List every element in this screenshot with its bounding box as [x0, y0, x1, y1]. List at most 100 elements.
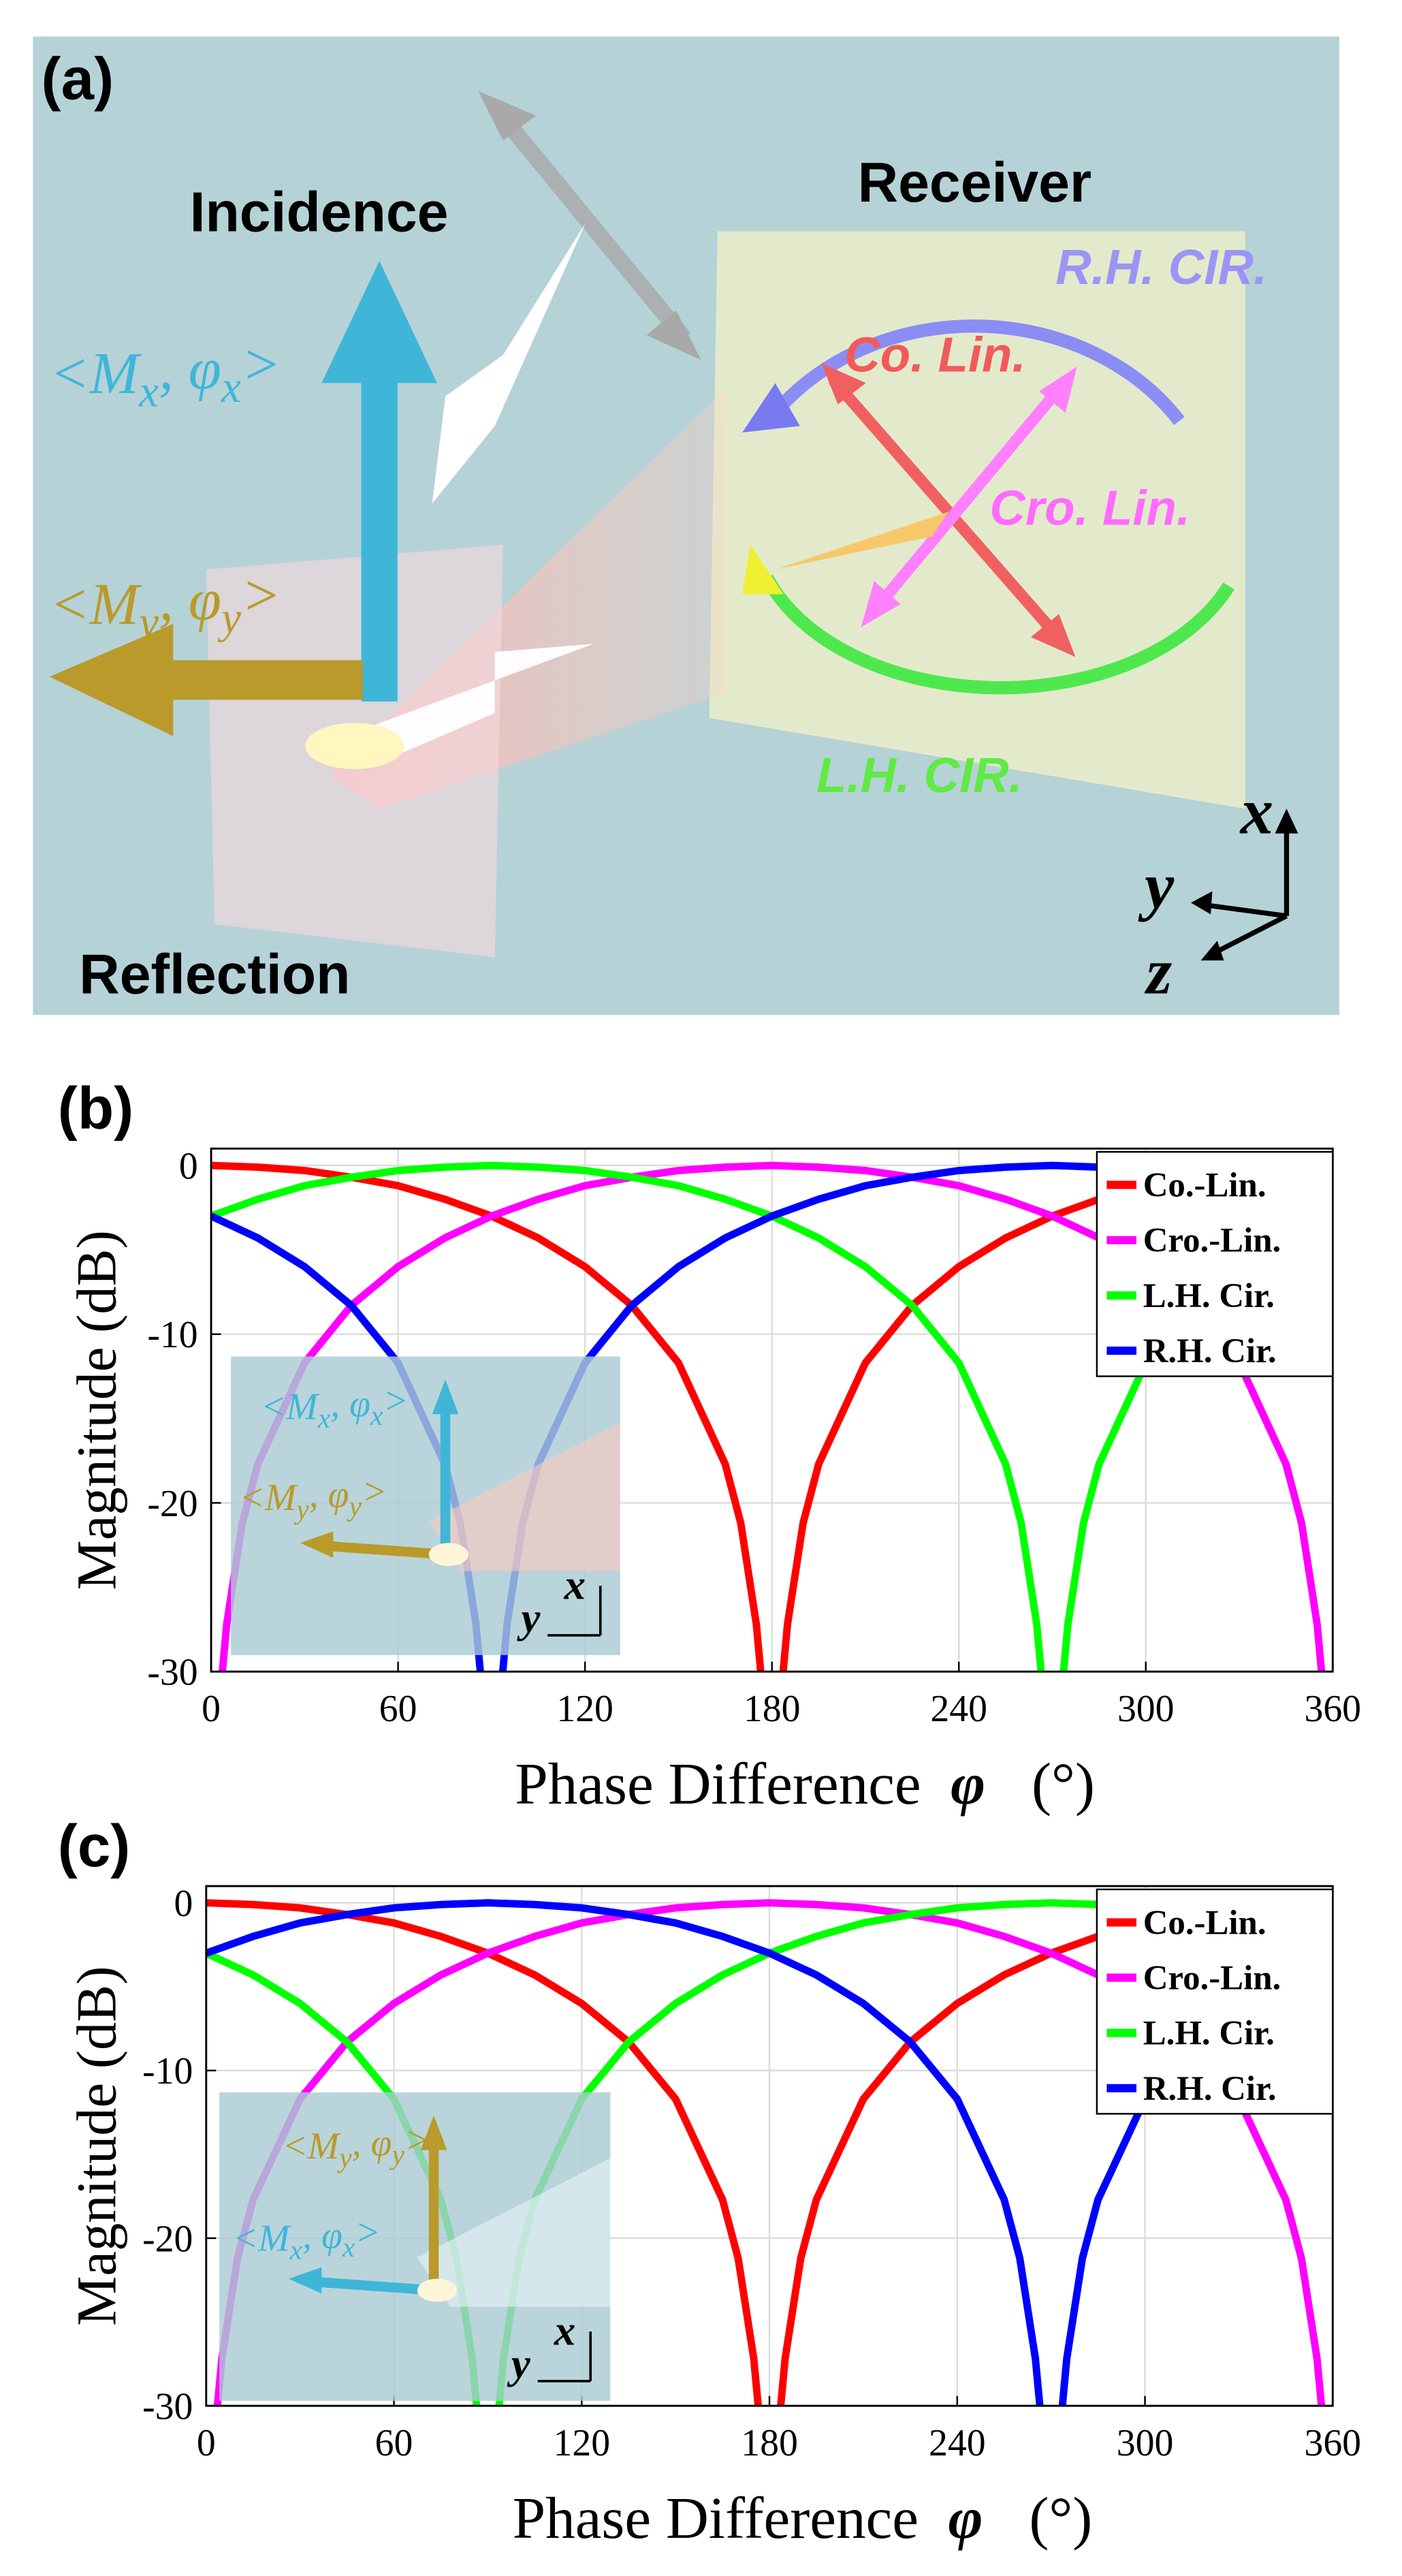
math-label: <Mx, φx> — [50, 331, 281, 417]
label-part: <M — [50, 340, 142, 406]
axis-head — [1190, 891, 1213, 915]
cone — [775, 512, 949, 570]
label-part: , φ — [330, 1383, 370, 1425]
x-tick-label: 300 — [1117, 2422, 1174, 2464]
label: Incidence — [190, 180, 449, 243]
label-part: y — [293, 1494, 309, 1525]
y-tick-label: 0 — [179, 1145, 198, 1187]
label-part: > — [362, 1471, 387, 1513]
x-axis-label: Phase Difference φ (°) — [513, 2485, 1093, 2551]
x-tick-label: 180 — [741, 2422, 798, 2464]
axis-label: x — [1239, 775, 1273, 848]
plot-frame — [205, 1885, 1334, 2407]
x-axis-label: Phase Difference φ (°) — [515, 1750, 1095, 1817]
y-axis-label: Magnitude (dB) — [66, 1230, 128, 1590]
inset-arrow — [329, 1541, 446, 1560]
label: Co. Lin. — [844, 327, 1025, 382]
y-tick-label: -10 — [142, 2050, 193, 2092]
mx-arrow — [361, 363, 398, 702]
label-part: y — [336, 2142, 352, 2173]
label-part: x — [342, 2232, 355, 2263]
label-part: x — [221, 363, 241, 412]
label-part: <M — [233, 2217, 292, 2259]
label-part: x — [317, 1403, 331, 1434]
legend-label: R.H. Cir. — [1143, 2070, 1277, 2108]
label-part: <M — [282, 2125, 341, 2167]
x-tick-label: 360 — [1304, 2422, 1361, 2464]
label-part: y — [217, 594, 242, 643]
legend-label: R.H. Cir. — [1143, 1332, 1277, 1370]
inset-beam — [417, 2158, 611, 2307]
gray-arrow-head — [646, 310, 701, 360]
x-tick-label: 300 — [1117, 1688, 1175, 1730]
inset-axis-label: x — [554, 2307, 575, 2355]
label-part: y — [389, 2139, 404, 2171]
x-label-symbol: φ — [949, 2485, 983, 2551]
label-part: , φ — [159, 566, 221, 632]
axis-y — [1200, 902, 1287, 919]
x-label-unit: (°) — [1029, 2485, 1092, 2551]
label-part: y — [346, 1491, 362, 1522]
label: Cro. Lin. — [989, 481, 1190, 536]
legend — [1096, 1150, 1334, 1377]
x-tick-label: 120 — [554, 2422, 611, 2464]
panel-label: (c) — [58, 1813, 131, 1879]
x-tick-label: 0 — [202, 1688, 221, 1730]
legend-label: L.H. Cir. — [1143, 2015, 1275, 2053]
axis-head — [1200, 941, 1224, 961]
y-tick-label: -20 — [147, 1483, 197, 1525]
inset-source — [417, 2278, 457, 2302]
axis-z — [1211, 913, 1288, 956]
plot-frame — [210, 1147, 1334, 1673]
x-label-text: Phase Difference — [515, 1750, 921, 1817]
label-part: x — [289, 2235, 303, 2266]
inset-source — [428, 1543, 468, 1567]
lh-arc — [761, 574, 1234, 695]
label-part: , φ — [309, 1474, 349, 1516]
label-part: > — [404, 2119, 430, 2161]
inset-axis-label: x — [563, 1561, 585, 1609]
x-tick-label: 60 — [379, 1688, 417, 1730]
x-tick-label: 240 — [930, 1688, 987, 1730]
inset-arrow-head — [420, 2115, 447, 2150]
label: Reflection — [79, 943, 350, 1006]
chart: 0 60 120 180 240 300 360-30-20-100<Mx, φx><My,… — [58, 1075, 1361, 1817]
white-arrow — [371, 644, 594, 759]
label-part: <M — [239, 1477, 298, 1519]
arrow-head — [1039, 366, 1077, 413]
x-tick-label: 0 — [197, 2422, 216, 2464]
math-label: <My, φy> — [239, 1471, 387, 1525]
math-label: <My, φy> — [50, 562, 281, 648]
legend-label: Cro.-Lin. — [1143, 1960, 1281, 1998]
lh-arc-head — [742, 544, 784, 595]
inset-arrow-head — [288, 2267, 322, 2294]
label-part: , φ — [302, 2214, 342, 2257]
label-part: > — [241, 562, 281, 628]
arrow-head — [821, 363, 866, 405]
label-part: x — [370, 1400, 383, 1432]
my-arrow — [165, 660, 363, 700]
panel-label: (b) — [58, 1075, 133, 1142]
label: L.H. CIR. — [816, 748, 1023, 803]
x-tick-label: 180 — [744, 1688, 801, 1730]
x-tick-label: 60 — [375, 2422, 413, 2464]
inset-arrow-head — [300, 1531, 334, 1558]
label-part: > — [241, 331, 281, 397]
label-part: <M — [50, 571, 142, 637]
inset-arrow — [317, 2277, 434, 2295]
legend-label: Co.-Lin. — [1143, 1167, 1266, 1205]
legend — [1096, 1888, 1334, 2115]
panel-a: (a) Incidence Receiver Reflection R.H. C… — [33, 36, 1339, 1016]
label-part: <M — [261, 1386, 320, 1428]
inset-beam — [428, 1422, 620, 1571]
y-axis-label: Magnitude (dB) — [66, 1966, 128, 2325]
math-label: <Mx, φx> — [233, 2212, 381, 2266]
label-part: , φ — [159, 335, 221, 401]
my-arrow-head — [49, 624, 174, 736]
legend-label: Co.-Lin. — [1143, 1904, 1266, 1942]
cro-lin-arrow — [870, 379, 1068, 615]
label-part: > — [383, 1380, 409, 1422]
label-part: x — [138, 367, 159, 416]
white-arrow — [432, 223, 586, 504]
